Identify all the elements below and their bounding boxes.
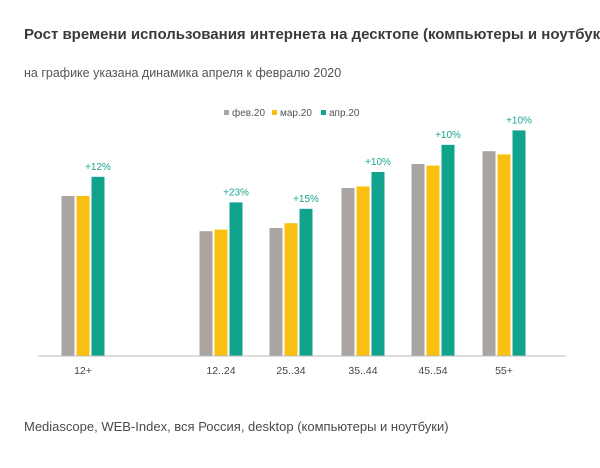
bar-3-2 <box>229 202 243 356</box>
bar-3-1 <box>91 176 105 356</box>
bar-2-2 <box>214 229 228 356</box>
bar-3-3 <box>299 208 313 356</box>
bar-2-6 <box>497 154 511 356</box>
x-tick-label-1: 12+ <box>74 365 92 377</box>
x-tick-label-5: 45..54 <box>418 365 447 377</box>
chart-legend: фев.20 мар.20 апр.20 <box>224 107 360 119</box>
chart-title: Рост времени использования интернета на … <box>24 26 600 43</box>
chart-bars <box>61 130 526 356</box>
bar-2-1 <box>76 196 90 356</box>
bar-1-4 <box>341 188 355 356</box>
bar-1-2 <box>199 231 213 356</box>
x-tick-label-2: 12..24 <box>206 365 235 377</box>
x-axis-ticks: 12+ 12..24 25..34 35..44 45..54 55+ <box>74 365 513 377</box>
legend-swatch-2 <box>272 110 277 115</box>
legend-swatch-3 <box>321 110 326 115</box>
annotation-label-6: +10% <box>506 115 532 126</box>
bar-1-1 <box>61 196 75 356</box>
bar-1-3 <box>269 228 283 356</box>
annotation-label-4: +10% <box>365 157 391 168</box>
legend-label-1: фев.20 <box>232 107 265 119</box>
bar-1-5 <box>411 164 425 356</box>
bar-3-6 <box>512 130 526 356</box>
bar-3-5 <box>441 144 455 356</box>
bar-3-4 <box>371 172 385 356</box>
x-tick-label-3: 25..34 <box>276 365 305 377</box>
annotation-label-5: +10% <box>435 130 461 141</box>
bar-1-6 <box>482 151 496 356</box>
x-tick-label-4: 35..44 <box>348 365 377 377</box>
x-tick-label-6: 55+ <box>495 365 513 377</box>
chart-subtitle: на графике указана динамика апреля к фев… <box>24 66 342 80</box>
bar-2-5 <box>426 165 440 356</box>
chart-annotations: +12% +23% +15% +10% +10% +10% <box>85 115 532 204</box>
legend-swatch-1 <box>224 110 229 115</box>
bar-2-3 <box>284 223 298 356</box>
legend-label-3: апр.20 <box>329 108 360 119</box>
legend-label-2: мар.20 <box>280 108 312 119</box>
annotation-label-3: +15% <box>293 194 319 205</box>
annotation-label-2: +23% <box>223 187 249 198</box>
bar-2-4 <box>356 186 370 356</box>
annotation-label-1: +12% <box>85 162 111 173</box>
source-note: Mediascope, WEB-Index, вся Россия, deskt… <box>24 419 449 434</box>
